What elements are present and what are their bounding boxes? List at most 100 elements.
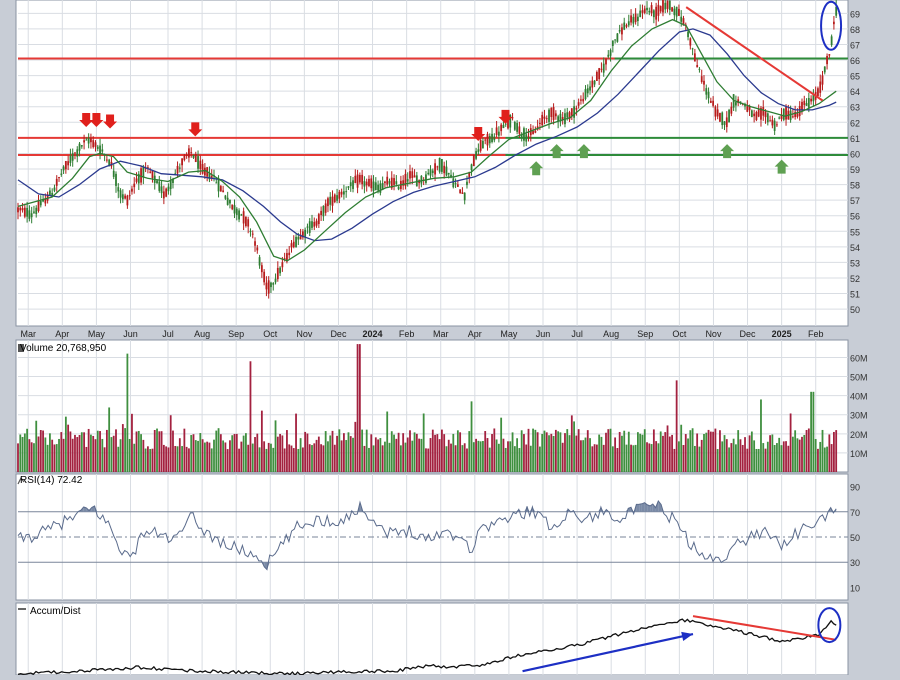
candle-body xyxy=(475,151,477,159)
volume-bar xyxy=(562,443,564,472)
candle-body xyxy=(756,112,758,120)
volume-bar xyxy=(571,415,573,472)
volume-bar xyxy=(420,439,422,472)
candle-body xyxy=(268,280,270,293)
candle-body xyxy=(259,257,261,265)
x-tick-label: 2025 xyxy=(772,329,792,339)
volume-bar xyxy=(293,448,295,472)
volume-bar xyxy=(58,439,60,472)
volume-bar xyxy=(794,430,796,472)
volume-bar xyxy=(639,434,641,472)
candle-body xyxy=(243,211,245,223)
candle-body xyxy=(758,110,760,117)
volume-bar xyxy=(318,437,320,472)
candle-body xyxy=(332,197,334,206)
candle-body xyxy=(669,1,671,10)
x-tick-label: May xyxy=(500,329,518,339)
candle-body xyxy=(489,136,491,143)
volume-bar xyxy=(781,445,783,472)
candle-body xyxy=(462,192,464,194)
volume-bar xyxy=(771,435,773,472)
volume-bar xyxy=(334,445,336,472)
candle-body xyxy=(767,113,769,122)
volume-bar xyxy=(817,449,819,472)
volume-bar xyxy=(227,449,229,472)
candle-body xyxy=(288,253,290,255)
candle-body xyxy=(220,186,222,191)
candle-body xyxy=(676,7,678,17)
volume-bar xyxy=(270,444,272,472)
volume-bar xyxy=(297,449,299,472)
volume-bar xyxy=(607,429,609,472)
volume-bar xyxy=(580,440,582,472)
candle-body xyxy=(357,174,359,187)
candle-body xyxy=(626,25,628,27)
volume-bar xyxy=(391,431,393,472)
price-tick-label: 58 xyxy=(850,181,860,191)
candle-body xyxy=(115,174,117,186)
volume-bar xyxy=(452,434,454,472)
volume-bar xyxy=(252,444,254,472)
candle-body xyxy=(771,120,773,126)
candle-body xyxy=(582,99,584,101)
volume-bar xyxy=(694,446,696,472)
candle-body xyxy=(717,109,719,116)
volume-bar xyxy=(749,435,751,472)
candle-body xyxy=(553,107,555,120)
candle-body xyxy=(236,209,238,215)
rsi-tick-label: 50 xyxy=(850,533,860,543)
candle-body xyxy=(245,217,247,226)
volume-bar xyxy=(582,440,584,472)
volume-bar xyxy=(311,445,313,472)
price-tick-label: 69 xyxy=(850,9,860,19)
candle-body xyxy=(136,178,138,181)
volume-bar xyxy=(628,432,630,472)
volume-bar xyxy=(717,449,719,472)
candle-body xyxy=(165,189,167,197)
volume-bar xyxy=(594,444,596,472)
candle-body xyxy=(735,102,737,105)
volume-bar xyxy=(354,422,356,472)
candle-body xyxy=(414,175,416,177)
accum-dist-panel-bg xyxy=(16,603,848,675)
candle-body xyxy=(364,181,366,186)
volume-bar xyxy=(368,448,370,472)
volume-bar xyxy=(489,448,491,472)
volume-bar xyxy=(243,436,245,472)
volume-bar xyxy=(416,434,418,472)
volume-bar xyxy=(673,449,675,472)
volume-bar xyxy=(117,447,119,472)
candle-body xyxy=(256,248,258,251)
volume-bar xyxy=(179,438,181,472)
candle-body xyxy=(819,82,821,93)
candle-body xyxy=(575,108,577,110)
candle-body xyxy=(459,189,461,193)
volume-bar xyxy=(199,433,201,472)
volume-bar xyxy=(512,432,514,472)
volume-bar xyxy=(218,428,220,472)
volume-bar xyxy=(138,431,140,472)
volume-bar xyxy=(509,441,511,472)
volume-bar xyxy=(183,429,185,472)
volume-bar xyxy=(436,434,438,472)
candle-body xyxy=(705,88,707,95)
candle-body xyxy=(660,6,662,11)
candle-body xyxy=(250,231,252,232)
volume-bar xyxy=(113,436,115,472)
candle-body xyxy=(35,208,37,214)
volume-bar xyxy=(753,440,755,472)
candle-body xyxy=(826,56,828,64)
volume-bar xyxy=(375,437,377,472)
candle-body xyxy=(514,122,516,130)
candle-body xyxy=(90,138,92,142)
candle-body xyxy=(482,141,484,148)
volume-bar xyxy=(379,438,381,472)
volume-bar xyxy=(56,444,58,472)
candle-body xyxy=(653,10,655,17)
candle-body xyxy=(785,107,787,119)
volume-bar xyxy=(193,434,195,472)
volume-label: Volume 20,768,950 xyxy=(20,343,107,354)
candle-body xyxy=(824,67,826,73)
volume-bar xyxy=(204,443,206,472)
volume-bar xyxy=(742,445,744,472)
